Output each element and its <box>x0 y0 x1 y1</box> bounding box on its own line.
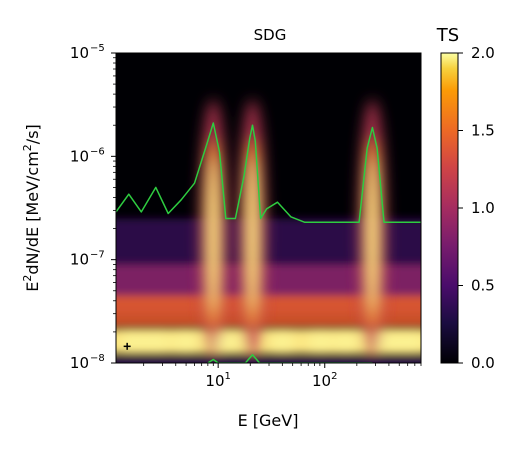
y-axis-label-sup: 2 <box>21 275 34 282</box>
heatmap-band-blob <box>170 335 203 348</box>
x-tick-label: 102 <box>312 371 337 390</box>
heatmap-peak-center <box>368 156 376 314</box>
colorbar-tick-label: 2.0 <box>471 44 495 62</box>
upper-limit-curve <box>116 122 421 224</box>
y-axis-label-part: dN/dE [MeV/cm <box>23 151 42 274</box>
y-tick-exp: −8 <box>90 353 105 364</box>
y-tick-base: 10 <box>70 251 89 269</box>
y-axis-label: E2dN/dE [MeV/cm2/s] <box>21 124 42 292</box>
y-tick-label: 10 <box>70 44 89 62</box>
lower-limit-curve <box>207 354 373 363</box>
heatmap-band-blob <box>117 335 150 348</box>
heatmap-peak-center <box>249 156 257 314</box>
heatmap-bottom-strip <box>116 355 421 363</box>
curve-layer <box>116 122 421 363</box>
x-tick-label: 101 <box>205 371 230 390</box>
colorbar-tick-label: 0.0 <box>471 354 495 372</box>
marker-layer <box>123 342 131 350</box>
heatmap-band-blob <box>266 335 299 348</box>
colorbar-ticks: 0.0 0.5 1.0 1.5 2.0 <box>458 44 495 372</box>
heatmap-band-blob <box>395 335 421 348</box>
y-tick-base: 10 <box>70 44 89 62</box>
x-tick-exp: 2 <box>331 371 337 382</box>
y-axis: 10−810−710−610−5 <box>70 43 116 372</box>
y-tick-base: 10 <box>70 354 89 372</box>
y-tick-exp: −5 <box>90 43 105 54</box>
y-axis-label-sup: 2 <box>21 144 34 151</box>
y-tick-label: 10 <box>70 251 89 269</box>
colorbar-label: TS <box>436 25 459 46</box>
x-tick-base: 10 <box>205 372 224 390</box>
heatmap-band-blob <box>139 335 172 348</box>
heatmap-band-blob <box>212 335 245 348</box>
y-axis-label-part: E <box>23 282 42 292</box>
colorbar-tick-label: 1.5 <box>471 122 495 140</box>
x-axis: 101 102 <box>143 363 422 390</box>
y-tick-base: 10 <box>70 147 89 165</box>
x-tick-exp: 1 <box>225 371 231 382</box>
heatmap-peak-center <box>209 156 217 314</box>
colorbar: TS 0.0 0.5 1.0 1.5 2.0 <box>436 25 495 372</box>
x-axis-label: E [GeV] <box>238 411 299 430</box>
y-tick-exp: −7 <box>90 250 105 261</box>
colorbar-gradient <box>440 52 459 364</box>
plot-frame <box>115 52 422 364</box>
y-tick-label: 10 <box>70 147 89 165</box>
chart-title: SDG <box>254 26 287 44</box>
y-axis-label-part: /s] <box>23 124 42 144</box>
heatmap-band-blob <box>303 335 336 348</box>
y-tick-label: 10 <box>70 354 89 372</box>
heatmap-band-blob <box>330 335 363 348</box>
heatmap-area <box>116 53 421 363</box>
colorbar-tick-label: 1.0 <box>471 199 495 217</box>
x-tick-base: 10 <box>312 372 331 390</box>
y-tick-exp: −6 <box>90 146 105 157</box>
colorbar-tick-label: 0.5 <box>471 277 495 295</box>
